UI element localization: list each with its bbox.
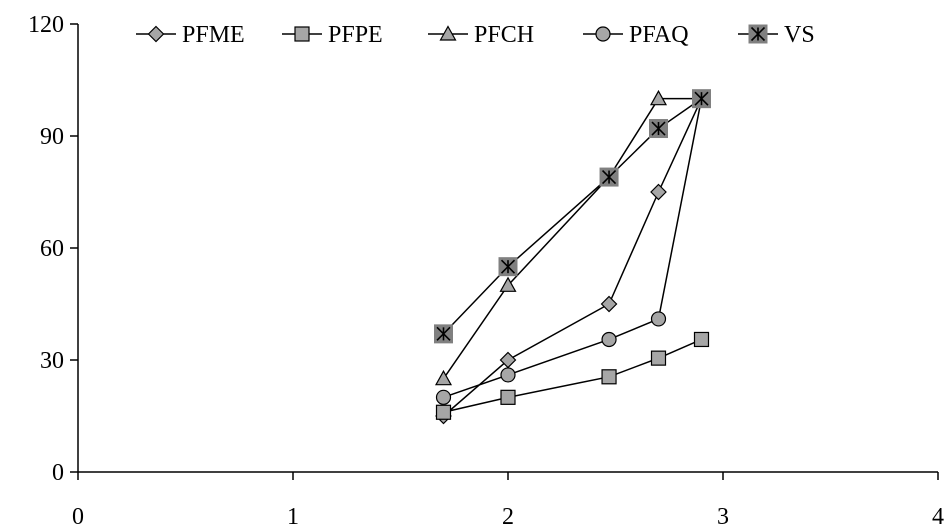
- series-layer: [434, 89, 711, 425]
- x-tick-label: 2: [502, 504, 514, 530]
- legend-marker-vs: [748, 24, 768, 44]
- legend-item-pfaq: PFAQ: [583, 22, 689, 48]
- data-point-pfaq: [435, 389, 452, 405]
- data-point-pfch: [499, 276, 517, 292]
- series-pfaq: [435, 91, 710, 405]
- legend-label: VS: [784, 22, 815, 48]
- x-tick-label: 3: [717, 504, 729, 530]
- x-tick-label: 4: [932, 504, 944, 530]
- legend-label: PFAQ: [629, 22, 689, 48]
- data-point-pfme: [650, 183, 667, 201]
- series-line-pfme: [443, 98, 703, 417]
- data-point-pfch: [649, 89, 668, 106]
- data-point-vs: [649, 119, 668, 139]
- data-point-pfaq: [500, 367, 516, 383]
- data-point-pfpe: [693, 331, 710, 348]
- legend-label: PFCH: [474, 22, 534, 48]
- legend-label: PFME: [182, 22, 245, 48]
- legend-item-pfch: PFCH: [428, 22, 534, 48]
- series-pfme: [435, 90, 710, 425]
- y-tick-label: 0: [52, 460, 64, 486]
- data-point-vs: [599, 167, 619, 187]
- y-tick-label: 30: [40, 348, 64, 374]
- legend-item-pfpe: PFPE: [282, 22, 383, 48]
- data-point-pfch: [434, 369, 453, 386]
- series-vs: [434, 89, 711, 344]
- data-point-pfaq: [601, 331, 617, 348]
- axes: 0 30 60 90 120 0 1 2 3 4: [28, 12, 944, 530]
- data-point-vs: [692, 89, 711, 109]
- data-point-pfpe: [435, 404, 452, 420]
- data-point-pfaq: [650, 311, 667, 327]
- y-tick-label: 120: [28, 12, 64, 38]
- series-pfch: [434, 89, 711, 386]
- data-point-pfpe: [650, 350, 667, 366]
- data-point-pfpe: [601, 369, 617, 385]
- data-point-pfme: [600, 295, 618, 313]
- legend-marker-pfch: [439, 25, 457, 41]
- x-tick-label: 0: [72, 504, 84, 530]
- x-tick-label: 1: [287, 504, 299, 530]
- y-tick-label: 60: [40, 236, 64, 262]
- legend-marker-pfaq: [595, 26, 611, 42]
- y-tick-label: 90: [40, 124, 64, 150]
- legend-marker-pfme: [147, 25, 165, 43]
- legend-item-pfme: PFME: [136, 22, 245, 48]
- data-point-vs: [498, 257, 518, 277]
- series-pfpe: [435, 331, 710, 420]
- series-line-pfpe: [443, 338, 702, 413]
- data-point-vs: [434, 324, 453, 344]
- data-point-pfpe: [500, 389, 516, 405]
- legend-marker-pfpe: [294, 26, 310, 42]
- legend-label: PFPE: [328, 22, 383, 48]
- legend: PFME PFPE PFCH PFAQ VS: [136, 22, 815, 48]
- series-line-pfch: [442, 97, 702, 380]
- legend-item-vs: VS: [738, 22, 815, 48]
